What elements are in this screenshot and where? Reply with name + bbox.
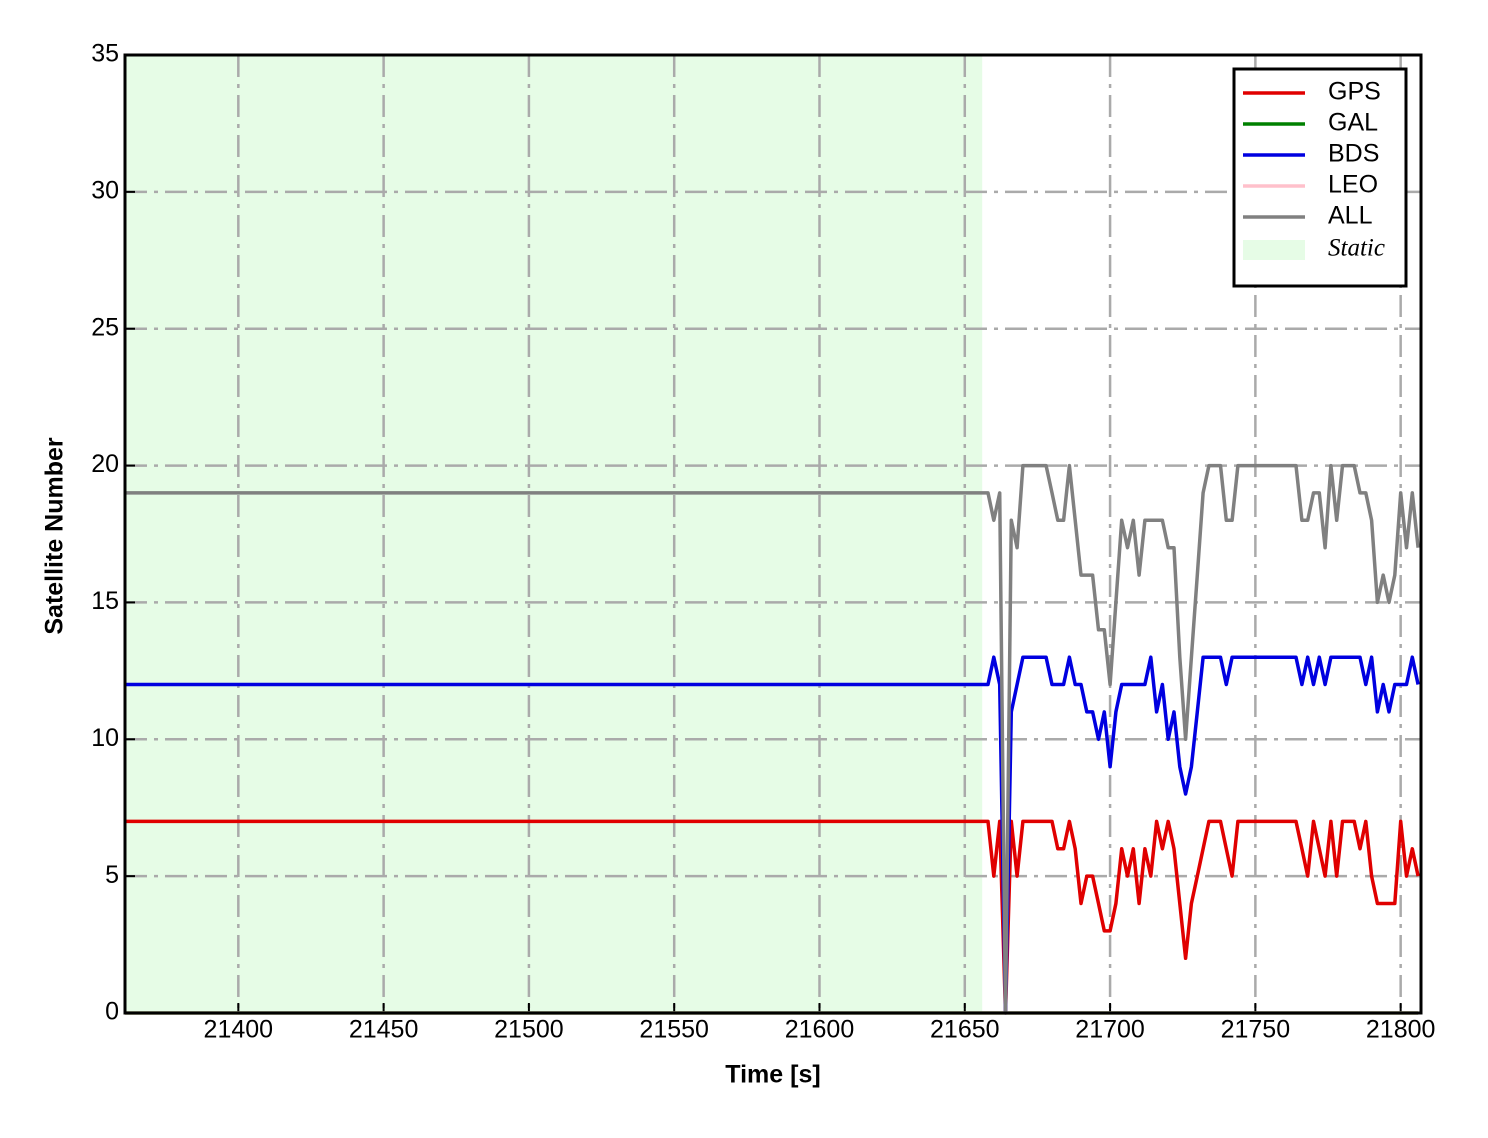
x-tick-label: 21450 — [349, 1016, 419, 1044]
y-tick-label: 5 — [105, 861, 119, 889]
series-line — [125, 819, 1420, 1015]
x-tick-label: 21400 — [204, 1016, 274, 1044]
legend-swatch — [1243, 240, 1305, 260]
plot-frame — [123, 53, 1423, 1015]
x-tick-label: 21500 — [494, 1016, 564, 1044]
x-tick-label: 21550 — [639, 1016, 709, 1044]
y-tick-label: 10 — [91, 724, 119, 752]
y-tick-label: 25 — [91, 313, 119, 341]
y-tick-label: 30 — [91, 176, 119, 204]
series-line — [125, 655, 1420, 1015]
x-tick-label: 21700 — [1075, 1016, 1145, 1044]
x-tick-label: 21600 — [785, 1016, 855, 1044]
y-tick-label: 15 — [91, 587, 119, 615]
legend-label: GAL — [1328, 109, 1378, 137]
static-region — [125, 55, 983, 1013]
y-tick-label: 0 — [105, 998, 119, 1026]
series-line — [125, 463, 1420, 1015]
x-tick-label: 21650 — [930, 1016, 1000, 1044]
legend-label: LEO — [1328, 171, 1378, 199]
legend-label: Static — [1328, 235, 1385, 262]
y-tick-label: 35 — [91, 40, 119, 68]
x-tick-label: 21750 — [1221, 1016, 1291, 1044]
y-axis-label: Satellite Number — [41, 437, 69, 635]
legend-label: BDS — [1328, 140, 1379, 168]
legend-label: GPS — [1328, 78, 1381, 106]
legend-label: ALL — [1328, 202, 1373, 230]
y-tick-label: 20 — [91, 450, 119, 478]
x-tick-label: 21800 — [1366, 1016, 1436, 1044]
x-axis-label: Time [s] — [725, 1061, 820, 1089]
